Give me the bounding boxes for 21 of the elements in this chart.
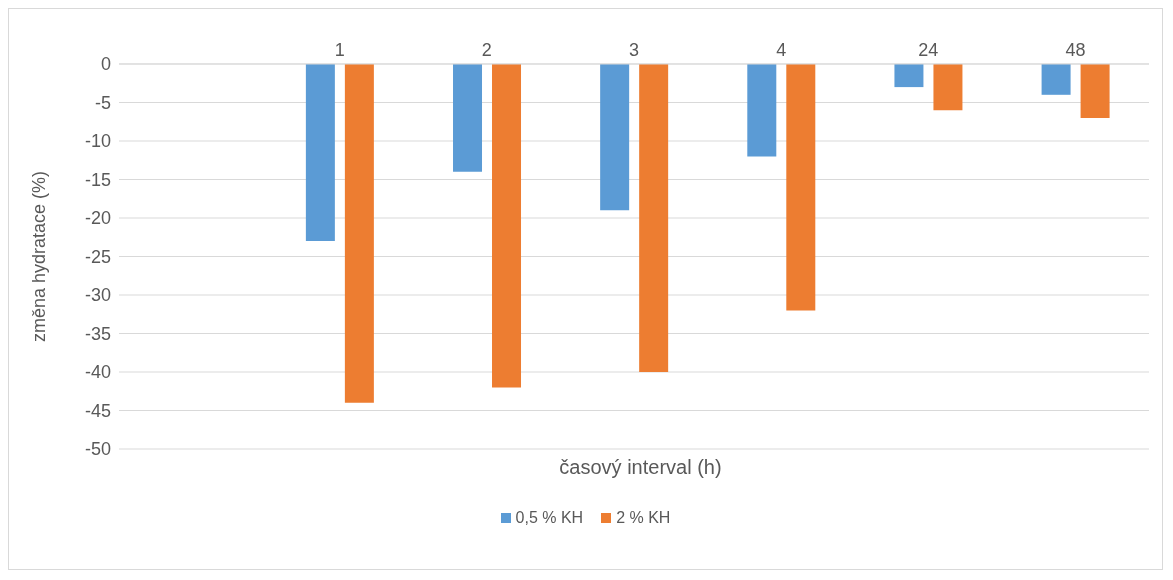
y-tick-label: -30 [84, 285, 111, 306]
y-axis-title: změna hydratace (%) [29, 170, 50, 343]
x-tick-label: 1 [334, 40, 345, 60]
y-tick-label: -20 [84, 208, 111, 229]
legend-label: 2 % KH [616, 509, 671, 527]
y-tick-label: -5 [94, 92, 111, 113]
x-tick-label: 2 [481, 40, 492, 60]
y-tick-label: -45 [84, 400, 111, 421]
x-axis-title: časový interval (h) [558, 456, 723, 479]
y-tick-label: -15 [84, 169, 111, 190]
y-tick-label: -35 [84, 323, 111, 344]
y-tick-label: -40 [84, 362, 111, 383]
y-tick-label: -25 [84, 246, 111, 267]
x-tick-label: 48 [1065, 40, 1086, 60]
x-tick-label: 3 [628, 40, 640, 60]
y-tick-label: 0 [100, 54, 111, 75]
y-tick-label: -50 [84, 439, 111, 460]
x-tick-label: 24 [918, 40, 939, 60]
y-tick-label: -10 [84, 131, 111, 152]
x-tick-label: 4 [776, 40, 787, 60]
legend-label: 0,5 % KH [515, 509, 584, 527]
